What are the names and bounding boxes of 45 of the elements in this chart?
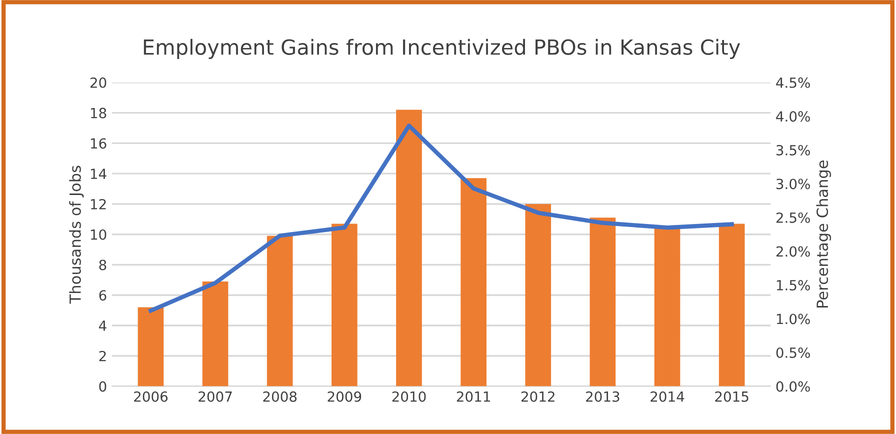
- y-tick-label: 4: [98, 320, 106, 331]
- x-tick-label: 2008: [263, 391, 297, 402]
- x-tick-label: 2006: [134, 391, 168, 402]
- x-tick-label: 2014: [650, 391, 684, 402]
- x-tick-label: 2007: [198, 391, 232, 402]
- y-tick-label: 6: [99, 290, 106, 301]
- bar: [525, 204, 552, 386]
- x-tick-label: 2010: [392, 391, 426, 402]
- y2-tick-label: 0.5%: [776, 347, 810, 358]
- bar: [138, 307, 164, 386]
- y-tick-label: 8: [99, 260, 106, 270]
- y2-tick-label: 0.0%: [776, 381, 810, 392]
- x-tick-label: 2011: [456, 391, 490, 402]
- y2-tick-label: 4.0%: [776, 111, 810, 122]
- y-tick-label: 10: [90, 229, 106, 240]
- bar: [396, 110, 422, 386]
- line-series: [148, 124, 734, 313]
- x-tick-label: 2015: [715, 391, 748, 402]
- y2-tick-label: 3.0%: [776, 178, 810, 190]
- y-tick-label: 0: [99, 381, 106, 392]
- bar: [654, 226, 680, 386]
- x-tick-label: 2013: [586, 391, 620, 402]
- bar: [202, 281, 228, 386]
- bar: [590, 218, 616, 386]
- y2-tick-label: 1.0%: [776, 314, 810, 324]
- y-tick-label: 12: [90, 198, 106, 210]
- y-tick-label: 20: [90, 77, 106, 88]
- chart-title: Employment Gains from Incentivized PBOs in Kansas City: [144, 38, 740, 60]
- bar: [718, 224, 745, 386]
- y2-tick-label: 3.5%: [776, 144, 810, 156]
- y2-tick-label: 2.0%: [776, 246, 810, 257]
- bar: [332, 224, 358, 386]
- y2-tick-label: 1.5%: [776, 280, 810, 290]
- y2-tick-label: 2.5%: [776, 212, 810, 223]
- x-tick-label: 2012: [521, 391, 554, 402]
- y2-axis-title: Percentage Change: [816, 160, 832, 308]
- x-tick-label: 2009: [328, 391, 362, 402]
- y-tick-label: 18: [90, 108, 106, 118]
- y-tick-label: 16: [90, 138, 106, 149]
- y-tick-label: 14: [90, 168, 106, 179]
- bar: [266, 236, 293, 386]
- y2-tick-label: 4.5%: [776, 77, 810, 88]
- y-axis-title: Thousands of Jobs: [69, 166, 84, 304]
- y-tick-label: 2: [99, 350, 106, 362]
- bar: [460, 178, 486, 386]
